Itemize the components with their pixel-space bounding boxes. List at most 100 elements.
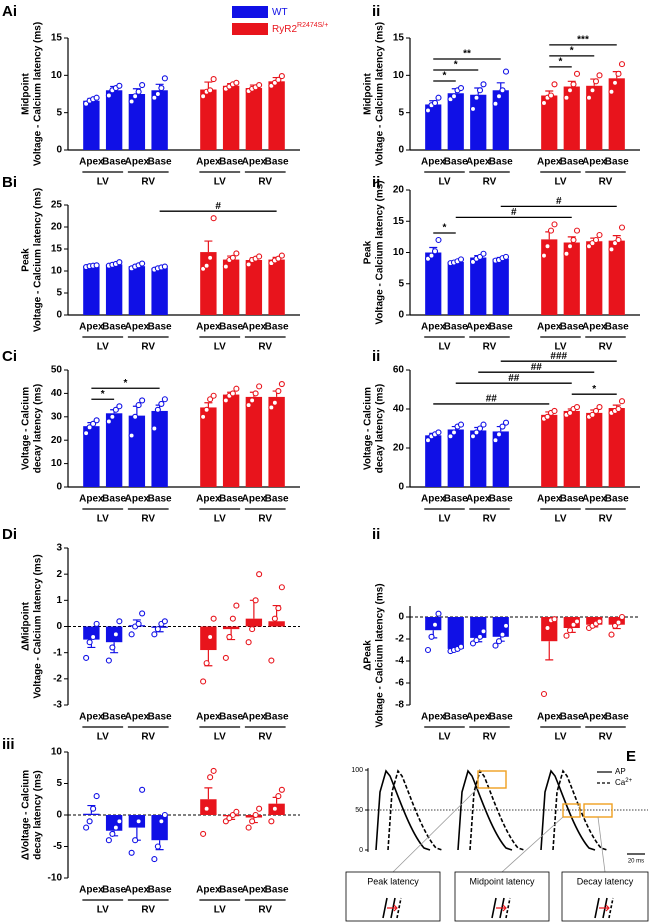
data-point bbox=[476, 633, 484, 640]
x-tick-label: Apex bbox=[537, 157, 562, 168]
data-point bbox=[154, 406, 161, 413]
panel-label: E bbox=[626, 748, 636, 765]
x-tick-label: Base bbox=[102, 712, 126, 723]
data-point bbox=[431, 99, 439, 107]
legend-name: WT bbox=[272, 7, 288, 18]
x-tick-label: Apex bbox=[125, 885, 150, 896]
x-tick-label: Apex bbox=[79, 494, 104, 505]
data-point bbox=[495, 431, 503, 438]
data-point bbox=[151, 94, 158, 101]
data-point bbox=[278, 584, 285, 591]
group-label: LV bbox=[214, 342, 226, 353]
x-tick-label: Apex bbox=[537, 494, 562, 505]
error-bar bbox=[204, 402, 213, 408]
y-tick-label: 20 bbox=[393, 185, 405, 196]
bar bbox=[563, 86, 580, 150]
group-label: RV bbox=[483, 177, 497, 188]
bar bbox=[447, 93, 464, 150]
data-point bbox=[161, 263, 168, 270]
data-point bbox=[256, 805, 263, 812]
group-label: RV bbox=[258, 905, 272, 916]
x-tick-label: Base bbox=[219, 322, 243, 333]
inset-trace-dashed bbox=[396, 897, 402, 919]
y-tick-label: 5 bbox=[56, 107, 62, 118]
bar bbox=[447, 261, 464, 315]
data-point bbox=[200, 678, 207, 685]
data-point bbox=[158, 84, 165, 92]
x-tick-label: Base bbox=[265, 494, 289, 505]
data-point bbox=[249, 626, 256, 633]
x-tick-label: Apex bbox=[125, 157, 150, 168]
data-point bbox=[563, 94, 570, 101]
bar bbox=[492, 617, 509, 637]
x-tick-label: Apex bbox=[537, 712, 562, 723]
group-label: LV bbox=[438, 514, 450, 525]
x-tick-label: Apex bbox=[582, 494, 607, 505]
x-tick-label: Apex bbox=[196, 322, 221, 333]
significance-label: # bbox=[511, 207, 517, 218]
data-point bbox=[268, 657, 275, 664]
x-tick-label: Base bbox=[560, 157, 584, 168]
data-point bbox=[90, 633, 97, 641]
data-point bbox=[210, 392, 217, 399]
callout-line bbox=[501, 816, 564, 873]
x-tick-label: Apex bbox=[196, 712, 221, 723]
x-tick-label: Base bbox=[489, 494, 513, 505]
data-point bbox=[592, 407, 600, 415]
y-tick-label: 0 bbox=[56, 621, 62, 632]
data-point bbox=[492, 100, 499, 107]
y-tick-label: 15 bbox=[51, 33, 63, 44]
data-point bbox=[275, 793, 282, 800]
significance-label: * bbox=[124, 378, 128, 389]
x-tick-label: Base bbox=[148, 494, 172, 505]
group-label: LV bbox=[97, 732, 109, 743]
data-point bbox=[256, 81, 263, 89]
data-point bbox=[495, 638, 503, 645]
x-tick-label: Apex bbox=[79, 712, 104, 723]
data-point bbox=[573, 618, 581, 625]
y-axis-label: decay latency (ms) bbox=[375, 384, 386, 474]
bar bbox=[447, 429, 464, 487]
data-point bbox=[139, 610, 146, 617]
data-point bbox=[222, 654, 229, 661]
x-tick-label: Apex bbox=[125, 494, 150, 505]
x-tick-label: Base bbox=[102, 494, 126, 505]
y-axis-label: decay latency (ms) bbox=[33, 384, 44, 474]
group-label: LV bbox=[97, 342, 109, 353]
data-point bbox=[476, 425, 484, 432]
data-point bbox=[592, 236, 600, 244]
significance-label: * bbox=[559, 56, 563, 67]
bar bbox=[586, 241, 603, 315]
bar bbox=[151, 90, 168, 150]
data-point bbox=[207, 633, 214, 641]
data-point bbox=[256, 253, 263, 260]
x-tick-label: Base bbox=[265, 322, 289, 333]
significance-label: # bbox=[556, 196, 562, 207]
data-point bbox=[256, 571, 263, 578]
inset-arrow bbox=[387, 904, 398, 912]
data-point bbox=[207, 774, 214, 781]
x-tick-label: Base bbox=[265, 885, 289, 896]
panel-label: Ai bbox=[2, 3, 17, 20]
ap-trace bbox=[375, 769, 431, 851]
bar bbox=[541, 95, 558, 150]
data-point bbox=[139, 81, 146, 89]
y-axis-label: Voltage - Calcium bbox=[21, 387, 32, 470]
group-label: LV bbox=[554, 177, 566, 188]
data-point bbox=[158, 400, 165, 407]
data-point bbox=[93, 417, 100, 424]
x-tick-label: Base bbox=[605, 322, 629, 333]
data-point bbox=[135, 402, 142, 409]
inset-label: Decay latency bbox=[577, 876, 634, 886]
data-point bbox=[128, 631, 135, 638]
data-point bbox=[116, 618, 123, 625]
bar bbox=[105, 264, 123, 315]
y-axis-label: Peak bbox=[21, 248, 32, 272]
x-tick-label: Base bbox=[444, 157, 468, 168]
data-point bbox=[278, 380, 285, 388]
inset-box bbox=[454, 871, 550, 922]
data-point bbox=[154, 843, 161, 850]
data-point bbox=[480, 250, 487, 257]
data-point bbox=[544, 413, 551, 420]
y-axis-label: ΔMidpoint bbox=[21, 601, 32, 651]
